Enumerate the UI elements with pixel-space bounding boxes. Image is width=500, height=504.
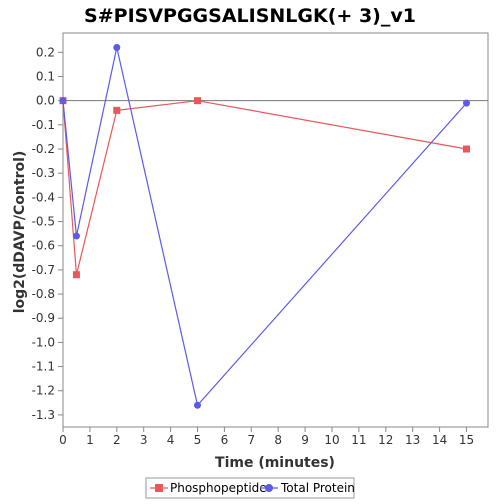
x-axis-label: Time (minutes) [215, 455, 335, 471]
y-tick-label: -1.3 [32, 408, 55, 422]
y-tick-label: -0.8 [32, 287, 55, 301]
legend-label-phosphopeptide: Phosphopeptide [170, 481, 267, 495]
data-point-total-protein [193, 401, 201, 409]
x-tick-label: 0 [59, 433, 67, 447]
x-tick-label: 5 [194, 433, 202, 447]
plot-frame [62, 32, 489, 428]
y-tick-label: -0.3 [32, 166, 55, 180]
x-tick-label: 10 [324, 433, 339, 447]
data-point-total-protein [113, 44, 121, 52]
y-tick-label: -0.9 [32, 311, 55, 325]
x-tick-label: 3 [140, 433, 148, 447]
data-point-phosphopeptide [193, 97, 201, 105]
y-tick-label: -0.5 [32, 215, 55, 229]
legend-label-total-protein: Total Protein [280, 481, 355, 495]
x-tick-label: 9 [301, 433, 309, 447]
y-tick-label: 0.0 [36, 94, 55, 108]
data-point-phosphopeptide [72, 271, 80, 279]
y-tick-label: -1.1 [32, 360, 55, 374]
y-tick-label: 0.2 [36, 45, 55, 59]
y-tick-label: -0.2 [32, 142, 55, 156]
y-tick-label: -0.4 [32, 190, 55, 204]
data-point-total-protein [462, 99, 470, 107]
data-point-total-protein [59, 97, 67, 105]
x-tick-label: 1 [86, 433, 94, 447]
x-tick-label: 12 [378, 433, 393, 447]
legend-box [145, 477, 355, 499]
y-tick-label: -1.2 [32, 384, 55, 398]
legend: Phosphopeptide Total Protein [145, 477, 355, 499]
x-tick-label: 14 [432, 433, 447, 447]
plot-area: 0 1 2 3 4 5 6 7 8 9 10 11 12 13 14 150.20.10.0-0.1-0.2-… [32, 32, 489, 447]
data-point-phosphopeptide [113, 106, 121, 114]
x-tick-label: 11 [351, 433, 366, 447]
y-tick-label: -0.7 [32, 263, 55, 277]
x-tick-label: 6 [221, 433, 229, 447]
y-tick-label: -1.0 [32, 335, 55, 349]
legend-marker-phosphopeptide [155, 484, 163, 492]
x-tick-label: 13 [405, 433, 420, 447]
y-tick-label: -0.6 [32, 239, 55, 253]
x-tick-label: 15 [459, 433, 474, 447]
x-tick-label: 7 [247, 433, 255, 447]
legend-marker-total-protein [265, 484, 273, 492]
data-point-phosphopeptide [462, 145, 470, 153]
y-tick-label: 0.1 [36, 70, 55, 84]
x-tick-label: 4 [167, 433, 175, 447]
data-point-total-protein [72, 232, 80, 240]
y-tick-label: -0.1 [32, 118, 55, 132]
chart-title: S#PISVPGGSALISNLGK(+ 3)_v1 [84, 5, 416, 27]
x-tick-label: 8 [274, 433, 282, 447]
y-axis-label: log2(dDAVP/Control) [12, 151, 28, 314]
x-tick-label: 2 [113, 433, 121, 447]
